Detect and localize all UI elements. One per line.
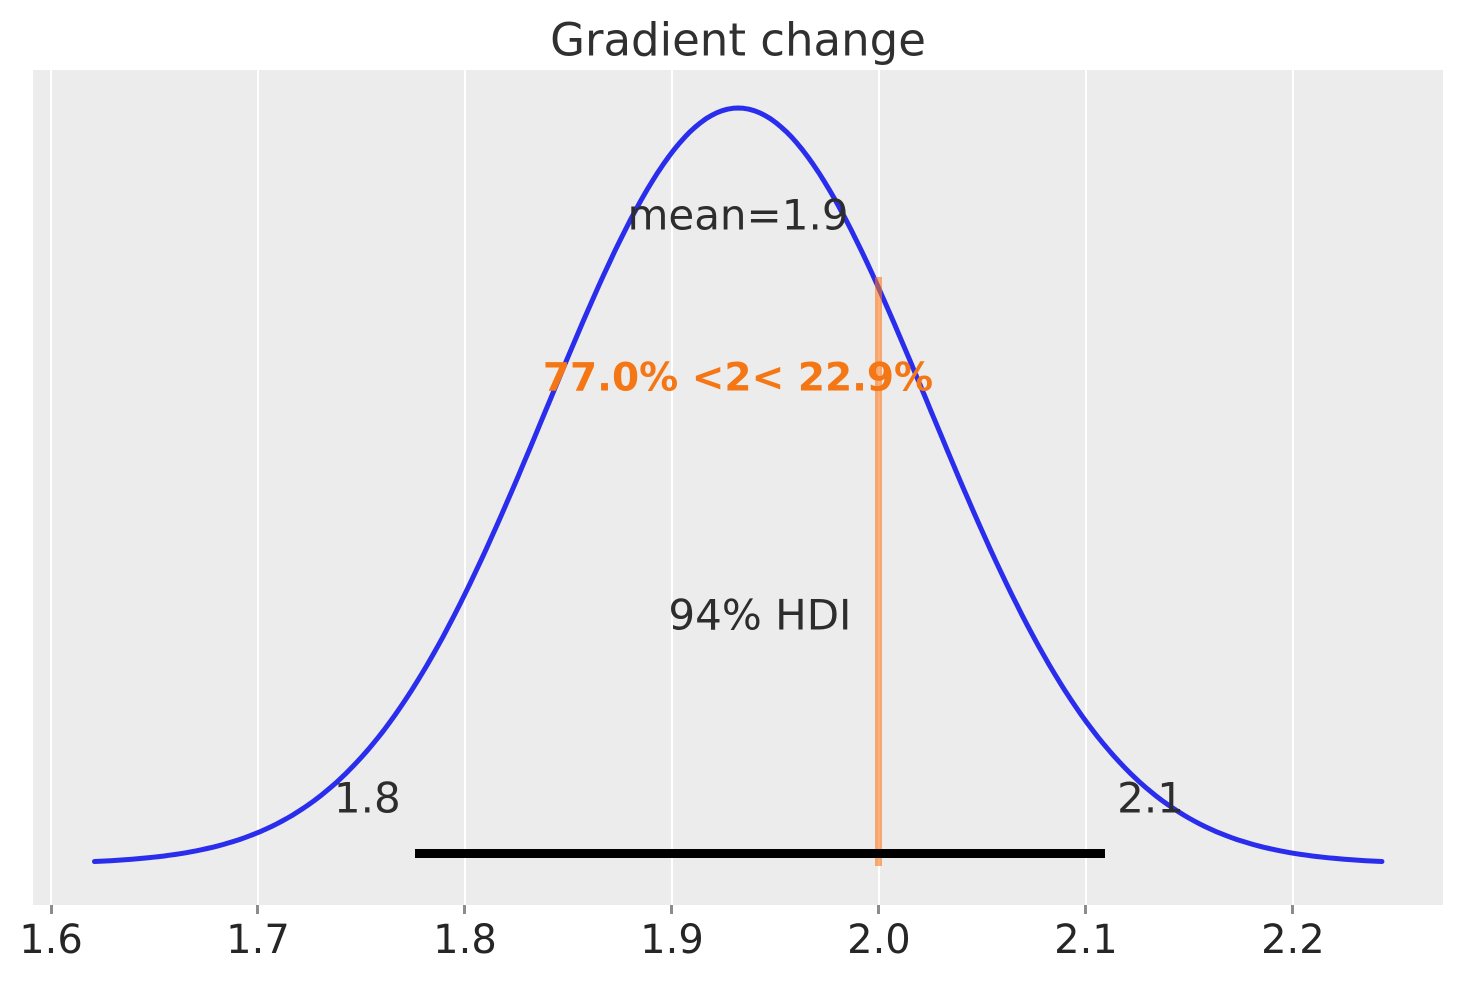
mean-label: mean=1.9 — [627, 190, 849, 240]
x-tick-mark — [1291, 905, 1295, 914]
gridline — [670, 70, 673, 905]
gridline — [50, 70, 52, 905]
plot-area — [33, 70, 1443, 905]
ref-value-line — [875, 277, 883, 866]
x-tick-mark — [49, 905, 53, 914]
hdi-high-label: 2.1 — [1117, 773, 1184, 823]
x-tick-label: 1.9 — [640, 917, 704, 963]
x-tick-label: 1.8 — [433, 917, 497, 963]
chart-title: Gradient change — [550, 13, 926, 67]
x-tick-mark — [256, 905, 260, 914]
x-tick-label: 1.7 — [226, 917, 290, 963]
ref-value-text: 77.0% <2< 22.9% — [542, 355, 934, 401]
gridline — [1084, 70, 1087, 905]
hdi-label: 94% HDI — [668, 590, 852, 640]
x-tick-label: 2.0 — [847, 917, 911, 963]
hdi-bar — [415, 849, 1105, 858]
x-tick-label: 1.6 — [19, 917, 83, 963]
x-tick-label: 2.2 — [1261, 917, 1325, 963]
x-tick-label: 2.1 — [1054, 917, 1118, 963]
x-tick-mark — [877, 905, 881, 914]
gridline — [256, 70, 259, 905]
kde-curve — [92, 105, 1385, 864]
hdi-low-label: 1.8 — [333, 773, 401, 823]
x-tick-mark — [1084, 905, 1088, 914]
x-tick-mark — [670, 905, 674, 914]
gridline — [1291, 70, 1294, 905]
gridline — [463, 70, 466, 905]
x-tick-mark — [463, 905, 467, 914]
